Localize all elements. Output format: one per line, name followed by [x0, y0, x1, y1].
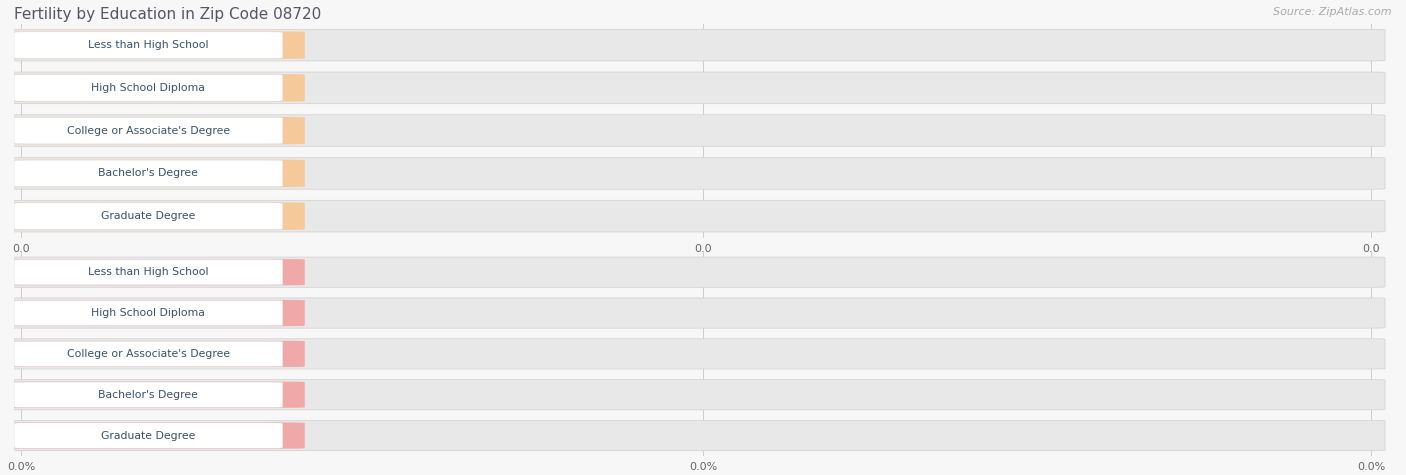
Text: 0.0: 0.0 — [262, 125, 280, 136]
Text: 0.0%: 0.0% — [252, 430, 280, 441]
Text: Fertility by Education in Zip Code 08720: Fertility by Education in Zip Code 08720 — [14, 7, 322, 22]
FancyBboxPatch shape — [7, 74, 305, 102]
Text: High School Diploma: High School Diploma — [91, 83, 205, 93]
FancyBboxPatch shape — [7, 298, 1385, 328]
FancyBboxPatch shape — [7, 341, 305, 367]
FancyBboxPatch shape — [7, 420, 1385, 451]
FancyBboxPatch shape — [7, 115, 1385, 146]
Text: College or Associate's Degree: College or Associate's Degree — [67, 125, 231, 136]
Text: 0.0%: 0.0% — [689, 462, 717, 472]
Text: Graduate Degree: Graduate Degree — [101, 211, 195, 221]
Text: Bachelor's Degree: Bachelor's Degree — [98, 390, 198, 400]
FancyBboxPatch shape — [14, 259, 283, 285]
Text: 0.0%: 0.0% — [252, 267, 280, 277]
Text: 0.0: 0.0 — [1362, 244, 1381, 254]
Text: 0.0: 0.0 — [262, 83, 280, 93]
FancyBboxPatch shape — [7, 29, 1385, 61]
Text: 0.0: 0.0 — [262, 168, 280, 179]
Text: 0.0%: 0.0% — [1357, 462, 1385, 472]
FancyBboxPatch shape — [14, 382, 283, 408]
FancyBboxPatch shape — [14, 117, 283, 144]
FancyBboxPatch shape — [7, 31, 305, 59]
Text: 0.0%: 0.0% — [252, 390, 280, 400]
FancyBboxPatch shape — [7, 381, 305, 408]
FancyBboxPatch shape — [7, 117, 305, 144]
Text: 0.0%: 0.0% — [252, 308, 280, 318]
Text: Less than High School: Less than High School — [89, 267, 208, 277]
FancyBboxPatch shape — [14, 160, 283, 187]
FancyBboxPatch shape — [7, 160, 305, 187]
FancyBboxPatch shape — [14, 300, 283, 326]
Text: 0.0: 0.0 — [695, 244, 711, 254]
FancyBboxPatch shape — [7, 259, 305, 285]
FancyBboxPatch shape — [14, 423, 283, 448]
FancyBboxPatch shape — [7, 300, 305, 326]
FancyBboxPatch shape — [7, 380, 1385, 410]
Text: 0.0%: 0.0% — [252, 349, 280, 359]
Text: Less than High School: Less than High School — [89, 40, 208, 50]
FancyBboxPatch shape — [7, 72, 1385, 104]
Text: 0.0: 0.0 — [13, 244, 30, 254]
FancyBboxPatch shape — [14, 32, 283, 58]
FancyBboxPatch shape — [7, 200, 1385, 232]
FancyBboxPatch shape — [14, 341, 283, 367]
FancyBboxPatch shape — [14, 203, 283, 229]
Text: College or Associate's Degree: College or Associate's Degree — [67, 349, 231, 359]
Text: Graduate Degree: Graduate Degree — [101, 430, 195, 441]
FancyBboxPatch shape — [7, 339, 1385, 369]
Text: High School Diploma: High School Diploma — [91, 308, 205, 318]
Text: 0.0: 0.0 — [262, 211, 280, 221]
FancyBboxPatch shape — [7, 158, 1385, 189]
Text: Source: ZipAtlas.com: Source: ZipAtlas.com — [1274, 7, 1392, 17]
FancyBboxPatch shape — [7, 202, 305, 230]
Text: Bachelor's Degree: Bachelor's Degree — [98, 168, 198, 179]
Text: 0.0: 0.0 — [262, 40, 280, 50]
FancyBboxPatch shape — [14, 75, 283, 101]
FancyBboxPatch shape — [7, 257, 1385, 287]
FancyBboxPatch shape — [7, 422, 305, 449]
Text: 0.0%: 0.0% — [7, 462, 35, 472]
